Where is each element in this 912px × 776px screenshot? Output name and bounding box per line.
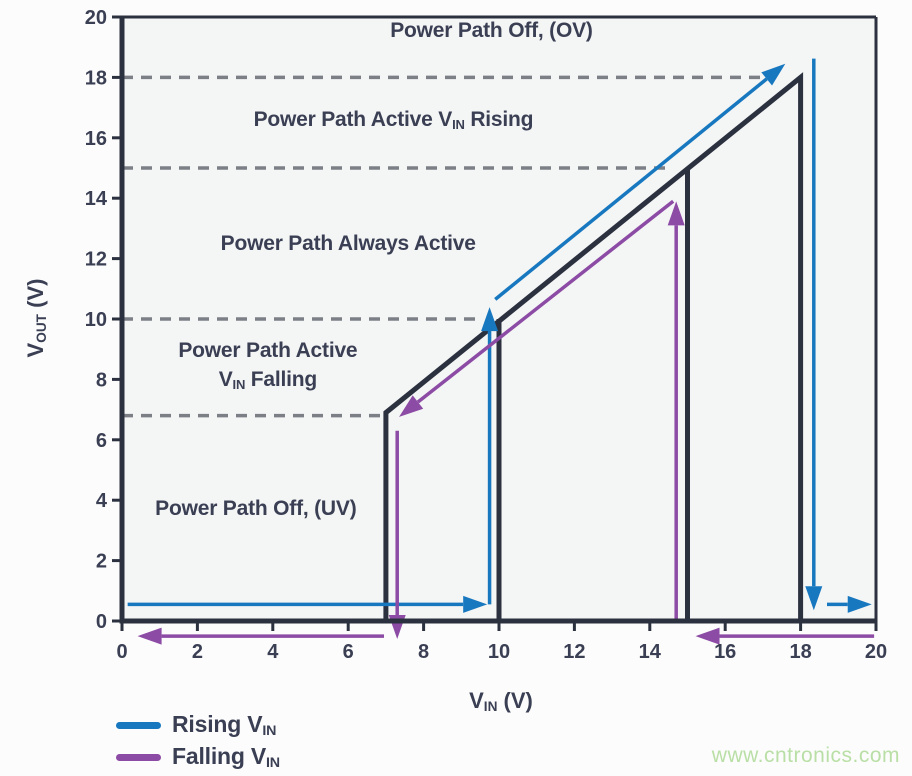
x-tick-label: 0 — [116, 641, 127, 663]
falling-vin-path-segment — [416, 199, 675, 404]
y-tick-label: 8 — [96, 369, 107, 391]
rising-vin-arrowhead — [847, 595, 872, 613]
y-tick-label: 12 — [85, 249, 107, 271]
x-tick-label: 4 — [267, 641, 279, 663]
legend-label: Falling VIN — [172, 742, 280, 772]
falling-vin-arrowhead — [137, 627, 162, 645]
vout-trace — [383, 72, 804, 621]
x-tick-label: 6 — [343, 641, 354, 663]
legend-swatch — [116, 753, 161, 761]
y-tick-label: 10 — [85, 309, 107, 331]
y-tick-label: 6 — [96, 430, 107, 452]
legend-item: Rising VIN — [116, 711, 280, 739]
y-tick-label: 20 — [85, 7, 107, 29]
x-tick-label: 20 — [865, 641, 887, 663]
y-tick-label: 2 — [96, 551, 107, 573]
legend-item: Falling VIN — [116, 743, 280, 771]
y-tick-label: 4 — [96, 490, 108, 512]
legend-label: Rising VIN — [172, 710, 277, 740]
rising-vin-arrowhead — [805, 586, 823, 611]
x-tick-label: 16 — [714, 641, 736, 663]
falling-vin-arrowhead — [695, 627, 720, 645]
watermark: www.cntronics.com — [711, 744, 900, 767]
falling-vin-arrowhead — [667, 201, 685, 226]
y-tick-label: 18 — [85, 67, 107, 89]
x-tick-label: 18 — [789, 641, 811, 663]
legend-swatch — [116, 721, 161, 729]
x-tick-label: 8 — [418, 641, 429, 663]
x-tick-label: 14 — [639, 641, 662, 663]
rising-vin-arrowhead — [463, 595, 488, 613]
rising-vin-path-segment — [494, 77, 768, 301]
y-tick-label: 0 — [96, 611, 107, 633]
y-tick-label: 16 — [85, 128, 107, 150]
legend: Rising VIN Falling VIN — [116, 711, 280, 771]
rising-vin-arrowhead — [481, 307, 499, 332]
rising-vin-arrowhead — [761, 63, 786, 86]
x-tick-label: 12 — [563, 641, 585, 663]
falling-vin-arrowhead — [399, 395, 424, 417]
y-tick-label: 14 — [85, 188, 108, 210]
x-tick-label: 10 — [488, 641, 510, 663]
x-tick-label: 2 — [192, 641, 203, 663]
